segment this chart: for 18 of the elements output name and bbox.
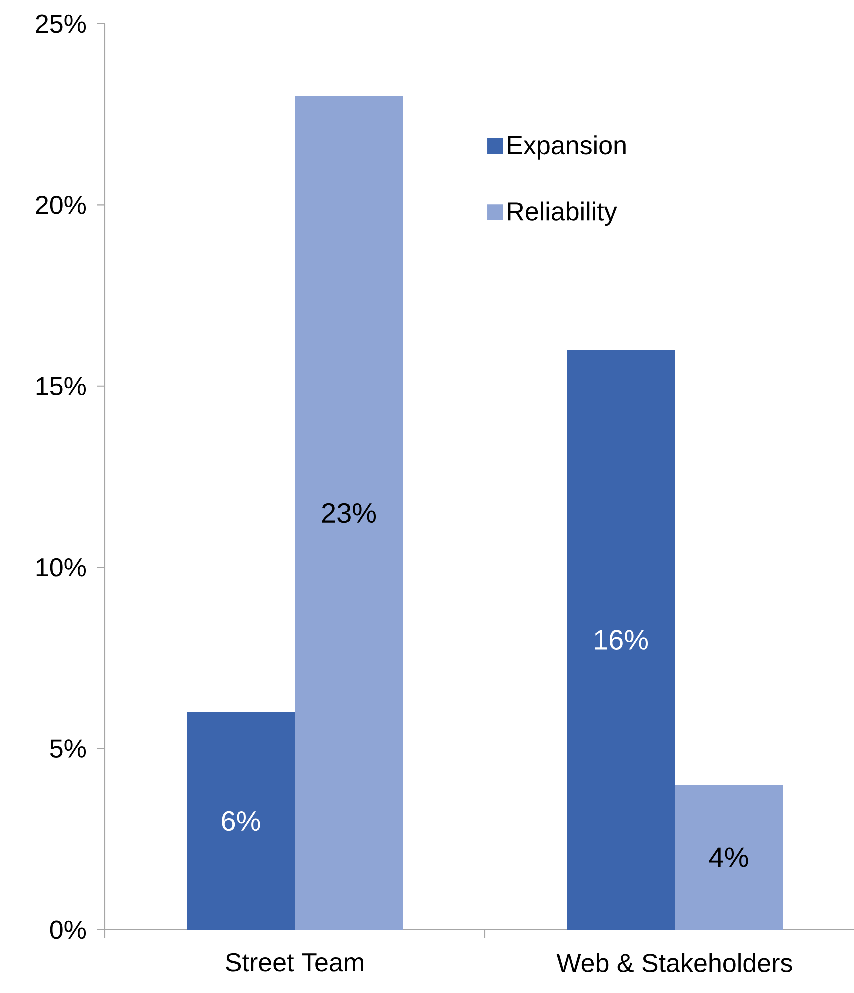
legend-label: Expansion	[508, 136, 626, 160]
data-label: 6%	[222, 811, 260, 832]
data-label: 16%	[595, 630, 648, 650]
y-tick-label: 5%	[50, 740, 86, 758]
x-tick-label: Web & Stakeholders	[556, 953, 792, 972]
data-label: 23%	[322, 503, 376, 524]
bar	[567, 350, 676, 930]
y-tick-label: 25%	[36, 14, 86, 34]
x-tick-label: Street Team	[226, 953, 364, 972]
y-tick-label: 10%	[36, 558, 86, 577]
y-tick-label: 0%	[50, 920, 86, 940]
bar	[187, 712, 295, 930]
bar	[295, 96, 404, 930]
legend-label: Reliability	[508, 202, 618, 226]
bar	[675, 785, 784, 930]
data-label: 4%	[709, 848, 748, 868]
y-tick-label: 20%	[36, 196, 86, 214]
y-tick-label: 15%	[36, 377, 86, 396]
